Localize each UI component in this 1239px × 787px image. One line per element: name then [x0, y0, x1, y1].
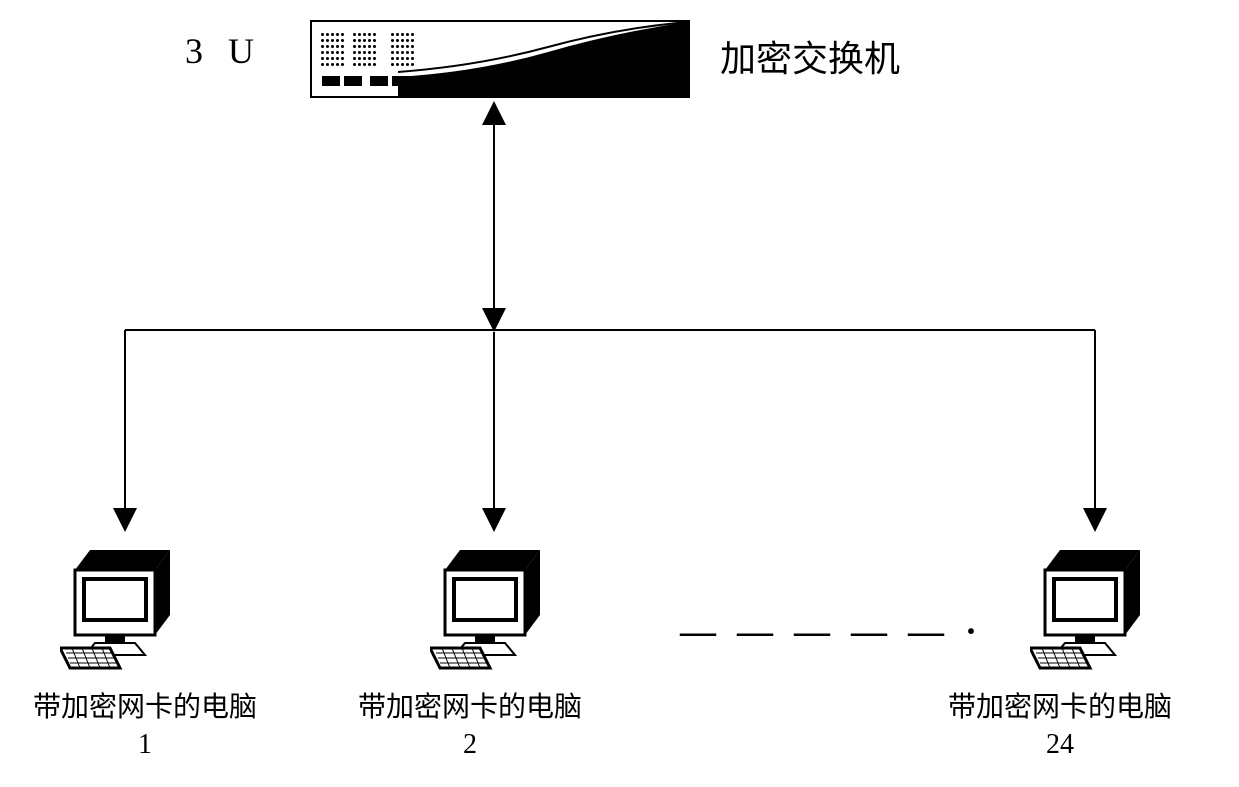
computer-1-icon — [60, 540, 190, 670]
computer-24-label-line1: 带加密网卡的电脑 — [900, 685, 1220, 725]
computer-2-icon — [430, 540, 560, 670]
computer-2-label-line1: 带加密网卡的电脑 — [310, 685, 630, 725]
computer-1-label-line1: 带加密网卡的电脑 — [20, 685, 270, 725]
ellipsis-dashes: — — — — — · — [680, 610, 983, 652]
computer-2-label-line2: 2 — [310, 729, 630, 761]
computer-2-label: 带加密网卡的电脑 2 — [310, 685, 630, 761]
computer-24-icon — [1030, 540, 1160, 670]
computer-24-label-line2: 24 — [900, 729, 1220, 761]
computer-1-label-line2: 1 — [20, 729, 270, 761]
computer-24-label: 带加密网卡的电脑 24 — [900, 685, 1220, 761]
diagram-container: 3 U 加密交换机 — [0, 0, 1239, 787]
computer-1-label: 带加密网卡的电脑 1 — [20, 685, 270, 761]
